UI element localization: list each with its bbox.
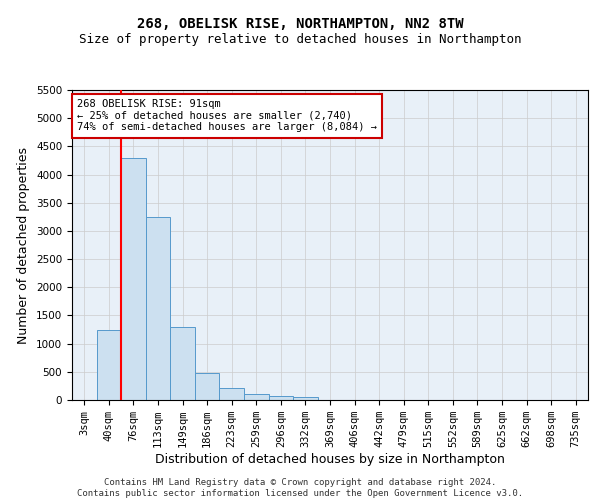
Text: Size of property relative to detached houses in Northampton: Size of property relative to detached ho… bbox=[79, 32, 521, 46]
Bar bbox=[97, 330, 121, 400]
Text: 268, OBELISK RISE, NORTHAMPTON, NN2 8TW: 268, OBELISK RISE, NORTHAMPTON, NN2 8TW bbox=[137, 18, 463, 32]
Bar bbox=[146, 217, 170, 400]
Text: 268 OBELISK RISE: 91sqm
← 25% of detached houses are smaller (2,740)
74% of semi: 268 OBELISK RISE: 91sqm ← 25% of detache… bbox=[77, 100, 377, 132]
Y-axis label: Number of detached properties: Number of detached properties bbox=[17, 146, 31, 344]
Text: Contains HM Land Registry data © Crown copyright and database right 2024.
Contai: Contains HM Land Registry data © Crown c… bbox=[77, 478, 523, 498]
Bar bbox=[220, 388, 244, 400]
Bar bbox=[170, 326, 195, 400]
Bar bbox=[195, 373, 220, 400]
Bar bbox=[121, 158, 146, 400]
Bar bbox=[269, 396, 293, 400]
Bar bbox=[293, 397, 318, 400]
Bar bbox=[244, 394, 269, 400]
X-axis label: Distribution of detached houses by size in Northampton: Distribution of detached houses by size … bbox=[155, 453, 505, 466]
